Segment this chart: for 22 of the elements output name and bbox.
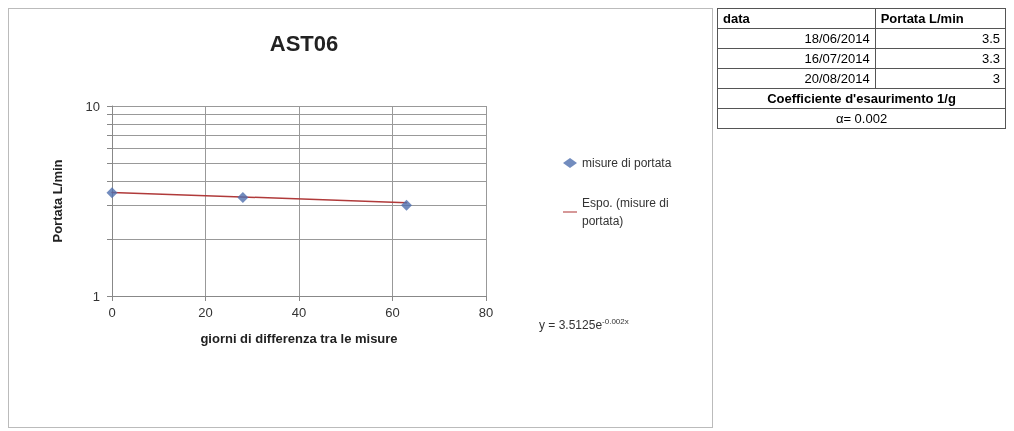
text: Coefficiente d'esaurimento 1/g <box>717 88 1006 109</box>
x-tick-label: 80 <box>478 305 494 320</box>
text: 3.3 <box>875 48 1006 69</box>
text: 18/06/2014 <box>717 28 876 49</box>
x-axis-title: giorni di differenza tra le misure <box>200 331 398 346</box>
text: 3 <box>875 68 1006 89</box>
text: Portata L/min <box>875 8 1006 29</box>
text: 20/08/2014 <box>717 68 876 89</box>
x-tick-label: 20 <box>198 305 213 320</box>
x-tick-label: 40 <box>291 305 307 320</box>
y-tick-label: 1 <box>92 288 100 304</box>
x-tick-label: 0 <box>108 305 116 320</box>
y-axis-title: Portata L/min <box>50 159 65 243</box>
text: α= 0.002 <box>717 108 1006 129</box>
legend-label: misure di portata <box>582 156 672 170</box>
x-tick-label: 60 <box>385 305 400 320</box>
chart-title: AST06 <box>269 30 339 56</box>
y-tick-label: 10 <box>85 98 100 114</box>
text: data <box>717 8 876 29</box>
text: 3.5 <box>875 28 1006 49</box>
text: 16/07/2014 <box>717 48 876 69</box>
legend-label: Espo. (misure di portata) <box>582 196 673 228</box>
